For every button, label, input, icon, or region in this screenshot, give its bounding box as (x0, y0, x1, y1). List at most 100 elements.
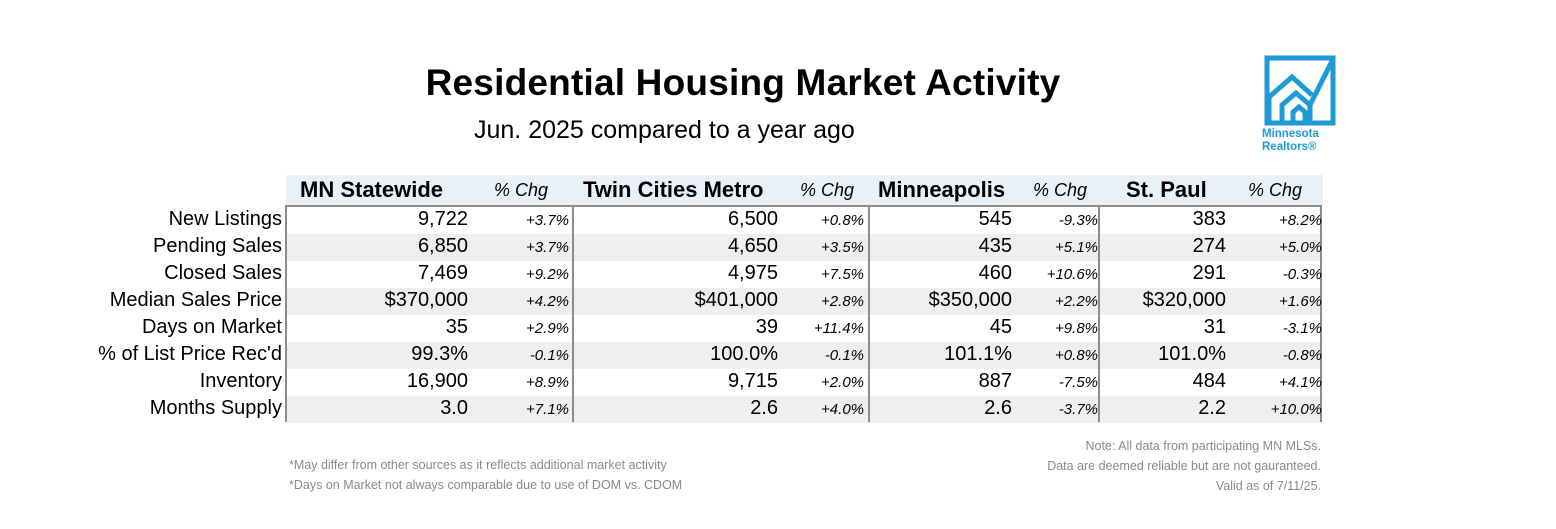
cell-value: 7,469 (417, 262, 468, 284)
cell-change: +9.2% (526, 266, 569, 283)
column-divider (572, 205, 574, 422)
cell-value: 291 (1192, 262, 1226, 284)
header-region-st-paul: St. Paul (1126, 177, 1207, 202)
cell-change: -0.8% (1282, 347, 1322, 364)
header-region-mn-statewide: MN Statewide (300, 177, 444, 202)
footnote-left-1: *May differ from other sources as it ref… (289, 458, 667, 472)
cell-change: +0.8% (1055, 347, 1098, 364)
cell-change: +10.6% (1046, 266, 1098, 283)
footnote-right-2: Data are deemed reliable but are not gau… (1047, 459, 1321, 473)
cell-value: 2.6 (750, 397, 778, 419)
cell-value: 435 (978, 235, 1012, 257)
header-chg-1: % Chg (494, 180, 549, 200)
cell-value: 2.6 (984, 397, 1012, 419)
cell-value: 3.0 (440, 397, 468, 419)
table-row (287, 315, 1320, 342)
cell-change: -3.7% (1058, 401, 1098, 418)
cell-change: +9.8% (1055, 320, 1098, 337)
row-label: Closed Sales (164, 262, 282, 284)
page-subtitle: Jun. 2025 compared to a year ago (474, 116, 855, 144)
cell-change: +2.8% (821, 293, 864, 310)
cell-change: +3.7% (526, 239, 569, 256)
cell-value: 4,650 (727, 235, 778, 257)
cell-change: -0.1% (529, 347, 569, 364)
cell-change: +2.0% (821, 374, 864, 391)
cell-change: +7.1% (526, 401, 569, 418)
minnesota-realtors-logo (1264, 55, 1336, 126)
cell-value: 6,500 (727, 208, 778, 230)
cell-value: 6,850 (417, 235, 468, 257)
cell-change: +11.4% (813, 320, 864, 337)
row-label: Pending Sales (153, 235, 282, 257)
cell-value: 4,975 (727, 262, 778, 284)
row-label: % of List Price Rec'd (98, 343, 282, 365)
header-chg-4: % Chg (1248, 180, 1303, 200)
cell-value: 101.1% (944, 343, 1012, 365)
column-divider (868, 205, 870, 422)
table-header-band (286, 175, 1323, 205)
footnote-right-3: Valid as of 7/11/25. (1215, 479, 1321, 493)
cell-change: +5.0% (1279, 239, 1322, 256)
cell-value: 545 (978, 208, 1012, 230)
cell-value: 887 (978, 370, 1012, 392)
cell-value: $320,000 (1142, 289, 1226, 311)
row-label: Days on Market (141, 316, 282, 338)
table-row (287, 288, 1320, 315)
header-chg-2: % Chg (800, 180, 855, 200)
logo-line-1: Minnesota (1262, 128, 1319, 140)
cell-change: +4.0% (821, 401, 864, 418)
cell-value: 45 (989, 316, 1012, 338)
cell-value: $370,000 (384, 289, 468, 311)
cell-value: 100.0% (710, 343, 778, 365)
page-title: Residential Housing Market Activity (425, 62, 1061, 103)
cell-change: +3.7% (526, 212, 569, 229)
cell-value: 383 (1192, 208, 1226, 230)
cell-change: +2.2% (1055, 293, 1098, 310)
cell-change: +0.8% (821, 212, 864, 229)
cell-change: +8.9% (526, 374, 569, 391)
cell-value: 99.3% (411, 343, 468, 365)
table-row (287, 234, 1320, 261)
cell-value: 460 (978, 262, 1012, 284)
cell-value: 101.0% (1158, 343, 1226, 365)
table-row (287, 342, 1320, 369)
table-row (287, 396, 1320, 423)
cell-change: +10.0% (1270, 401, 1322, 418)
cell-value: 484 (1192, 370, 1226, 392)
footnote-right-1: Note: All data from participating MN MLS… (1085, 439, 1321, 453)
cell-change: -3.1% (1282, 320, 1322, 337)
cell-change: -0.1% (824, 347, 864, 364)
header-region-minneapolis: Minneapolis (878, 177, 1006, 202)
row-label: New Listings (168, 208, 282, 230)
cell-value: 39 (755, 316, 778, 338)
footnote-left-2: *Days on Market not always comparable du… (289, 478, 683, 492)
row-label: Inventory (199, 370, 282, 392)
cell-value: 9,715 (727, 370, 778, 392)
cell-value: 35 (445, 316, 468, 338)
cell-value: $401,000 (694, 289, 778, 311)
row-label: Months Supply (149, 397, 282, 419)
cell-change: +4.1% (1279, 374, 1322, 391)
cell-value: 31 (1203, 316, 1226, 338)
header-region-twin-cities-metro: Twin Cities Metro (583, 177, 764, 202)
cell-value: 274 (1192, 235, 1226, 257)
cell-value: 9,722 (417, 208, 468, 230)
cell-change: +8.2% (1279, 212, 1322, 229)
cell-change: +7.5% (821, 266, 864, 283)
column-divider (1098, 205, 1100, 422)
header-chg-3: % Chg (1033, 180, 1088, 200)
cell-value: 2.2 (1198, 397, 1226, 419)
logo-text: Minnesota Realtors® (1262, 128, 1342, 154)
data-table (285, 205, 1322, 423)
cell-change: +5.1% (1055, 239, 1098, 256)
row-label: Median Sales Price (109, 289, 282, 311)
cell-change: -0.3% (1282, 266, 1322, 283)
cell-change: +1.6% (1279, 293, 1322, 310)
cell-change: +4.2% (526, 293, 569, 310)
cell-change: -9.3% (1058, 212, 1098, 229)
cell-value: $350,000 (928, 289, 1012, 311)
cell-change: +3.5% (821, 239, 864, 256)
cell-change: -7.5% (1058, 374, 1098, 391)
logo-line-2: Realtors® (1262, 141, 1317, 153)
cell-change: +2.9% (526, 320, 569, 337)
